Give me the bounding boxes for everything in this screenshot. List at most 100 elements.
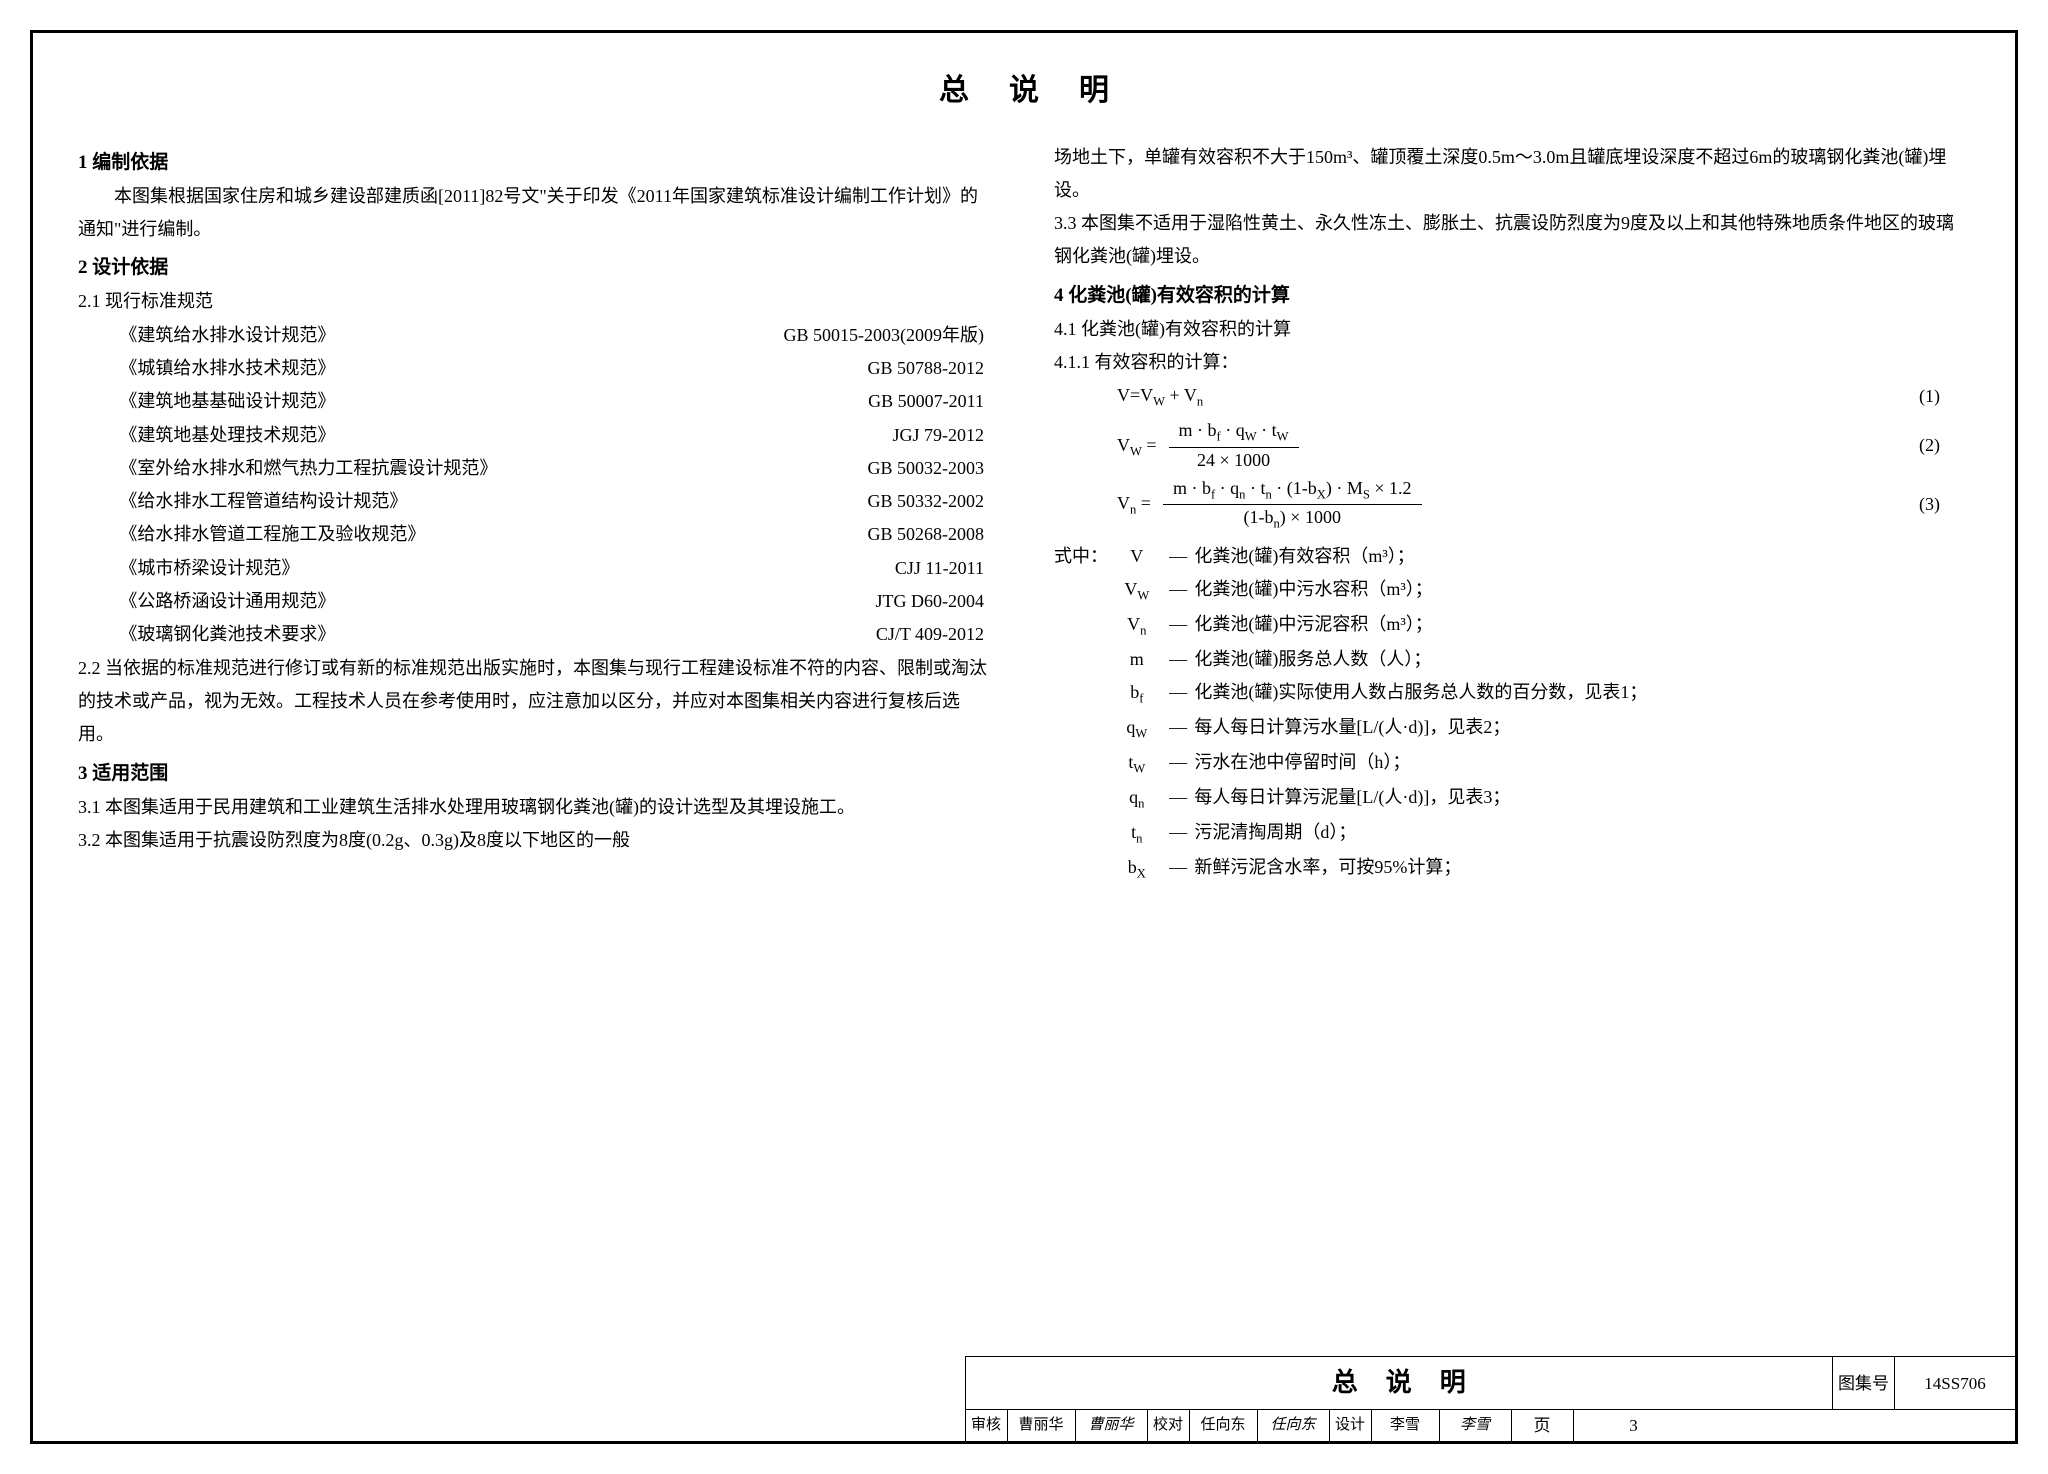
standard-name: 《城市桥梁设计规范》 (78, 552, 764, 585)
definition-desc: 化粪池(罐)中污水容积（m³）； (1194, 573, 1970, 608)
definition-desc: 污泥清掏周期（d）； (1194, 816, 1970, 851)
standard-code: JGJ 79-2012 (764, 419, 994, 452)
definition-dash: — (1162, 540, 1194, 573)
standard-row: 《玻璃钢化粪池技术要求》CJ/T 409-2012 (78, 618, 994, 651)
standard-code: GB 50268-2008 (764, 518, 994, 551)
equation-1-number: (1) (1910, 380, 1970, 413)
definition-row: m—化粪池(罐)服务总人数（人）； (1054, 643, 1970, 676)
definition-lead: 式中： (1054, 540, 1112, 573)
standard-row: 《公路桥涵设计通用规范》JTG D60-2004 (78, 585, 994, 618)
equation-3-number: (3) (1910, 488, 1970, 521)
standard-row: 《建筑给水排水设计规范》GB 50015-2003(2009年版) (78, 319, 994, 352)
definition-dash: — (1162, 573, 1194, 608)
standard-code: CJJ 11-2011 (764, 552, 994, 585)
section-3-heading: 3 适用范围 (78, 756, 994, 791)
review-label: 审核 (966, 1410, 1008, 1441)
section-4-1: 4.1 化粪池(罐)有效容积的计算 (1054, 313, 1970, 346)
standard-name: 《建筑地基基础设计规范》 (78, 385, 764, 418)
standard-name: 《给水排水工程管道结构设计规范》 (78, 485, 764, 518)
check-name: 任向东 (1190, 1410, 1258, 1441)
definition-row: tn—污泥清掏周期（d）； (1054, 816, 1970, 851)
drawing-set-number: 14SS706 (1895, 1357, 2015, 1409)
definition-desc: 污水在池中停留时间（h）； (1194, 746, 1970, 781)
definition-dash: — (1162, 676, 1194, 711)
definition-symbol: tW (1112, 746, 1162, 781)
definition-lead (1054, 676, 1112, 711)
definition-row: 式中：V—化粪池(罐)有效容积（m³）； (1054, 540, 1970, 573)
standard-name: 《建筑给水排水设计规范》 (78, 319, 764, 352)
standard-row: 《给水排水工程管道结构设计规范》GB 50332-2002 (78, 485, 994, 518)
design-label: 设计 (1330, 1410, 1372, 1441)
definition-symbol: m (1112, 643, 1162, 676)
definition-desc: 化粪池(罐)服务总人数（人）； (1194, 643, 1970, 676)
definition-dash: — (1162, 851, 1194, 886)
standard-name: 《建筑地基处理技术规范》 (78, 419, 764, 452)
section-4-1-1: 4.1.1 有效容积的计算： (1054, 346, 1970, 379)
definition-row: qn—每人每日计算污泥量[L/(人·d)]，见表3； (1054, 781, 1970, 816)
page-title: 总说明 (78, 63, 1970, 119)
equation-1: V=VW + Vn (1) (1054, 379, 1970, 414)
definition-dash: — (1162, 711, 1194, 746)
definition-row: bf—化粪池(罐)实际使用人数占服务总人数的百分数，见表1； (1054, 676, 1970, 711)
definition-symbol: qW (1112, 711, 1162, 746)
section-1-heading: 1 编制依据 (78, 145, 994, 180)
standard-code: JTG D60-2004 (764, 585, 994, 618)
definition-row: Vn—化粪池(罐)中污泥容积（m³）； (1054, 608, 1970, 643)
document-page: 总说明 1 编制依据 本图集根据国家住房和城乡建设部建质函[2011]82号文"… (30, 30, 2018, 1444)
standard-code: GB 50788-2012 (764, 352, 994, 385)
definition-desc: 化粪池(罐)中污泥容积（m³）； (1194, 608, 1970, 643)
section-3-1: 3.1 本图集适用于民用建筑和工业建筑生活排水处理用玻璃钢化粪池(罐)的设计选型… (78, 791, 994, 824)
section-3-2: 3.2 本图集适用于抗震设防烈度为8度(0.2g、0.3g)及8度以下地区的一般 (78, 824, 994, 857)
review-signature: 曹丽华 (1076, 1410, 1148, 1441)
definition-row: VW—化粪池(罐)中污水容积（m³）； (1054, 573, 1970, 608)
page-number: 3 (1574, 1410, 1694, 1441)
section-2-heading: 2 设计依据 (78, 250, 994, 285)
standard-code: GB 50007-2011 (764, 385, 994, 418)
definition-desc: 每人每日计算污泥量[L/(人·d)]，见表3； (1194, 781, 1970, 816)
definition-row: tW—污水在池中停留时间（h）； (1054, 746, 1970, 781)
standard-row: 《建筑地基处理技术规范》JGJ 79-2012 (78, 419, 994, 452)
standard-code: GB 50032-2003 (764, 452, 994, 485)
definition-lead (1054, 851, 1112, 886)
title-block: 总说明 图集号 14SS706 审核 曹丽华 曹丽华 校对 任向东 任向东 设计… (965, 1356, 2015, 1441)
equation-2-number: (2) (1910, 429, 1970, 462)
content-columns: 1 编制依据 本图集根据国家住房和城乡建设部建质函[2011]82号文"关于印发… (78, 141, 1970, 1369)
check-signature: 任向东 (1258, 1410, 1330, 1441)
definition-symbol: qn (1112, 781, 1162, 816)
definition-symbol: tn (1112, 816, 1162, 851)
definition-symbol: V (1112, 540, 1162, 573)
equation-3: Vn = m · bf · qn · tn · (1-bX) · MS × 1.… (1054, 478, 1970, 532)
standards-table: 《建筑给水排水设计规范》GB 50015-2003(2009年版)《城镇给水排水… (78, 319, 994, 652)
section-3-2-cont: 场地土下，单罐有效容积不大于150m³、罐顶覆土深度0.5m～3.0m且罐底埋设… (1054, 141, 1970, 208)
definition-symbol: Vn (1112, 608, 1162, 643)
definition-lead (1054, 781, 1112, 816)
definition-row: bX—新鲜污泥含水率，可按95%计算； (1054, 851, 1970, 886)
definition-dash: — (1162, 608, 1194, 643)
definition-desc: 化粪池(罐)实际使用人数占服务总人数的百分数，见表1； (1194, 676, 1970, 711)
standard-code: GB 50015-2003(2009年版) (764, 319, 994, 352)
section-3-3: 3.3 本图集不适用于湿陷性黄土、永久性冻土、膨胀土、抗震设防烈度为9度及以上和… (1054, 207, 1970, 274)
definition-dash: — (1162, 781, 1194, 816)
section-4-heading: 4 化粪池(罐)有效容积的计算 (1054, 278, 1970, 313)
definition-dash: — (1162, 643, 1194, 676)
standard-row: 《室外给水排水和燃气热力工程抗震设计规范》GB 50032-2003 (78, 452, 994, 485)
review-name: 曹丽华 (1008, 1410, 1076, 1441)
definition-dash: — (1162, 746, 1194, 781)
standard-name: 《玻璃钢化粪池技术要求》 (78, 618, 764, 651)
page-label: 页 (1512, 1410, 1574, 1441)
design-name: 李雪 (1372, 1410, 1440, 1441)
drawing-set-label: 图集号 (1833, 1357, 1895, 1409)
left-column: 1 编制依据 本图集根据国家住房和城乡建设部建质函[2011]82号文"关于印发… (78, 141, 994, 1369)
standard-name: 《公路桥涵设计通用规范》 (78, 585, 764, 618)
standard-row: 《建筑地基基础设计规范》GB 50007-2011 (78, 385, 994, 418)
standard-row: 《城市桥梁设计规范》CJJ 11-2011 (78, 552, 994, 585)
variable-definitions: 式中：V—化粪池(罐)有效容积（m³）；VW—化粪池(罐)中污水容积（m³）；V… (1054, 540, 1970, 886)
definition-dash: — (1162, 816, 1194, 851)
section-2-2: 2.2 当依据的标准规范进行修订或有新的标准规范出版实施时，本图集与现行工程建设… (78, 652, 994, 752)
definition-desc: 新鲜污泥含水率，可按95%计算； (1194, 851, 1970, 886)
standard-code: CJ/T 409-2012 (764, 618, 994, 651)
definition-lead (1054, 711, 1112, 746)
section-1-body: 本图集根据国家住房和城乡建设部建质函[2011]82号文"关于印发《2011年国… (78, 180, 994, 247)
definition-desc: 化粪池(罐)有效容积（m³）； (1194, 540, 1970, 573)
standard-name: 《城镇给水排水技术规范》 (78, 352, 764, 385)
